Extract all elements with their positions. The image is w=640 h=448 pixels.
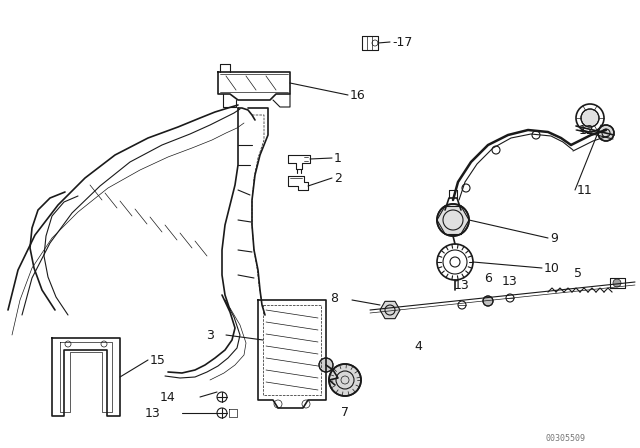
Text: 1: 1 [334, 151, 342, 164]
Text: 4: 4 [414, 340, 422, 353]
Circle shape [319, 358, 333, 372]
Circle shape [437, 204, 469, 236]
Text: 2: 2 [334, 172, 342, 185]
Circle shape [483, 296, 493, 306]
Text: 5: 5 [574, 267, 582, 280]
Circle shape [598, 125, 614, 141]
Text: -17: -17 [392, 35, 412, 48]
Circle shape [613, 279, 621, 287]
Text: 7: 7 [341, 406, 349, 419]
Text: 00305509: 00305509 [545, 434, 585, 443]
Text: 9: 9 [550, 232, 558, 245]
Text: 13: 13 [502, 275, 518, 288]
Text: 13: 13 [144, 406, 160, 419]
Polygon shape [380, 302, 400, 319]
Text: 13: 13 [454, 279, 470, 292]
Text: 3: 3 [206, 328, 214, 341]
Circle shape [581, 109, 599, 127]
Text: 12: 12 [579, 124, 595, 137]
Text: 6: 6 [484, 272, 492, 285]
Text: 14: 14 [159, 391, 175, 404]
Text: 10: 10 [544, 262, 560, 275]
Circle shape [329, 364, 361, 396]
Text: 16: 16 [350, 89, 365, 102]
Text: 11: 11 [577, 184, 593, 197]
Text: 15: 15 [150, 353, 166, 366]
Text: 8: 8 [330, 292, 338, 305]
